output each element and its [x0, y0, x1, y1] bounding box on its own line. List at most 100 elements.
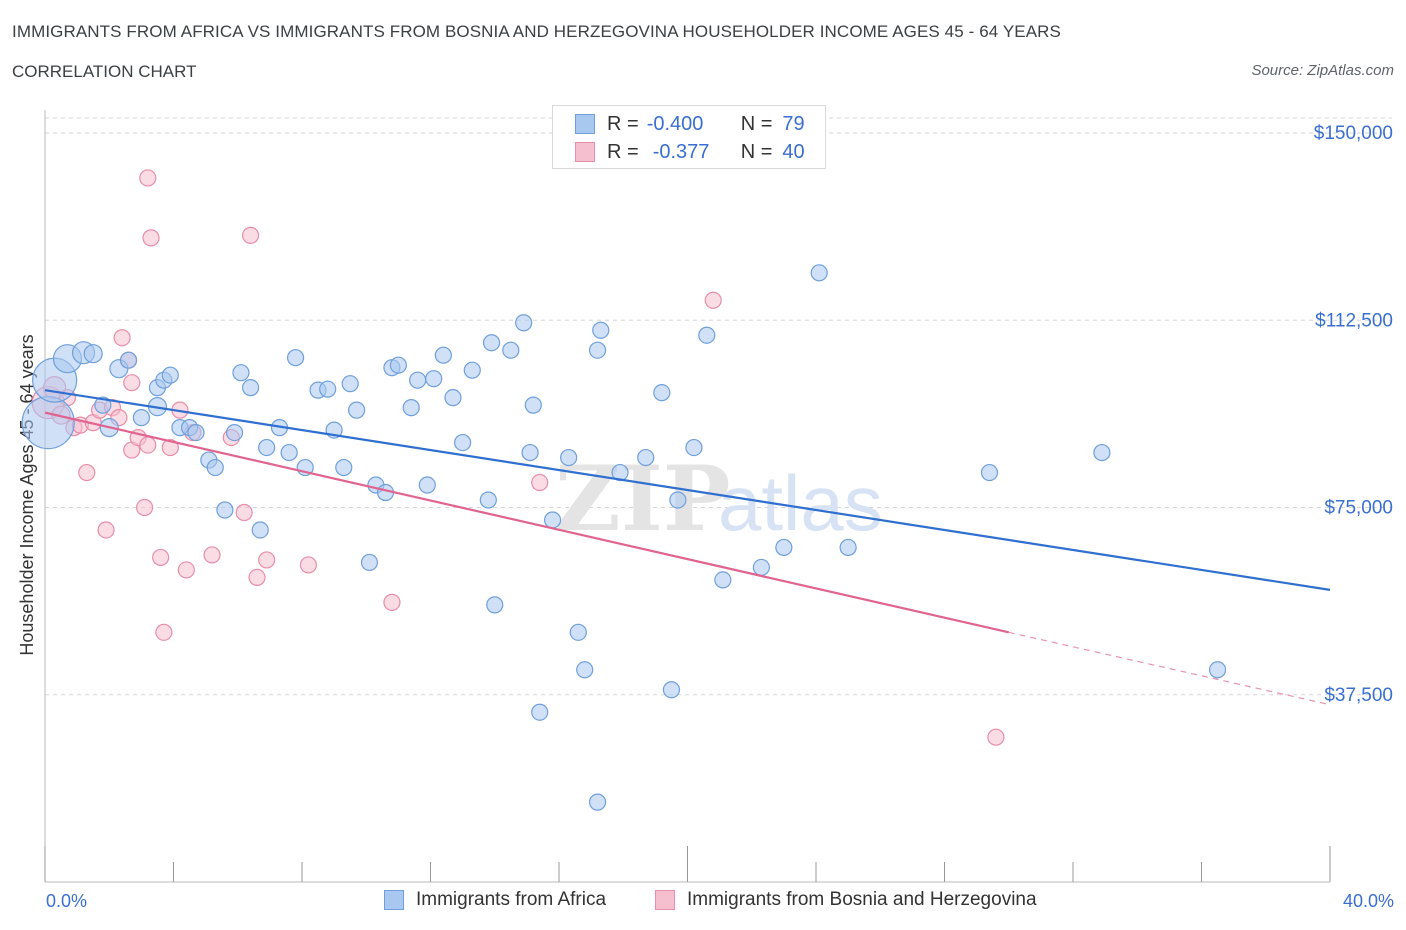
chart-title: IMMIGRANTS FROM AFRICA VS IMMIGRANTS FRO… — [12, 22, 1061, 41]
point-bosnia — [177, 561, 195, 579]
point-africa — [775, 538, 793, 557]
series-legend-bosnia: Immigrants from Bosnia and Herzegovina — [655, 889, 1037, 911]
series-swatch-africa — [384, 890, 404, 910]
series-bosnia-points — [31, 169, 1005, 746]
series-label-africa: Immigrants from Africa — [416, 889, 607, 910]
legend-r-label: R = — [607, 112, 639, 135]
point-africa — [418, 476, 436, 494]
point-africa — [425, 370, 443, 388]
point-bosnia — [113, 329, 131, 347]
point-africa — [980, 463, 999, 482]
point-africa — [21, 396, 75, 450]
point-bosnia — [299, 556, 318, 574]
point-bosnia — [203, 546, 221, 564]
point-africa — [486, 596, 504, 614]
point-africa — [409, 371, 427, 389]
legend-n-label: N = — [740, 140, 773, 163]
trend-line-bosnia — [44, 411, 1009, 634]
point-africa — [161, 366, 179, 384]
series-label-bosnia: Immigrants from Bosnia and Herzegovina — [687, 889, 1037, 910]
legend-swatch-africa — [575, 114, 595, 134]
point-africa — [335, 458, 353, 477]
series-legend: Immigrants from Africa Immigrants from B… — [0, 889, 1406, 915]
correlation-legend: R = -0.400 N = 79 R = -0.377 N = 40 — [552, 105, 826, 169]
point-africa — [698, 326, 716, 344]
point-africa — [1093, 443, 1111, 462]
y-tick-label: $150,000 — [1314, 123, 1393, 144]
point-africa — [463, 361, 481, 379]
point-africa — [521, 443, 539, 462]
legend-n-value-africa: 79 — [782, 112, 805, 135]
point-bosnia — [78, 463, 96, 482]
point-africa — [206, 458, 224, 477]
point-africa — [531, 703, 549, 721]
point-africa — [232, 364, 250, 382]
legend-n-label: N = — [740, 112, 773, 135]
watermark-atlas: atlas — [718, 459, 883, 547]
point-africa — [839, 538, 857, 557]
point-africa — [515, 314, 533, 332]
legend-r-label: R = — [607, 140, 639, 163]
point-bosnia — [531, 473, 549, 492]
y-tick-label: $37,500 — [1324, 685, 1393, 706]
chart-subtitle: CORRELATION CHART — [12, 62, 197, 81]
point-africa — [286, 349, 305, 367]
point-africa — [187, 424, 205, 442]
point-bosnia — [242, 226, 260, 244]
point-bosnia — [248, 568, 266, 587]
y-tick-label: $112,500 — [1315, 310, 1393, 331]
y-tick-labels: $37,500 $75,000 $112,500 $150,000 — [1314, 123, 1393, 706]
point-bosnia — [152, 548, 170, 567]
point-africa — [714, 571, 732, 589]
legend-r-value-africa: -0.400 — [646, 112, 704, 135]
point-africa — [588, 793, 607, 811]
point-africa — [389, 356, 407, 374]
point-bosnia — [235, 503, 253, 522]
point-bosnia — [97, 521, 115, 539]
point-africa — [653, 384, 671, 402]
legend-row-africa: R = -0.400 N = 79 — [575, 112, 805, 136]
trend-line-africa — [44, 389, 1331, 591]
trend-line-bosnia-extrapolated — [1008, 631, 1331, 706]
point-africa — [360, 553, 379, 572]
series-africa-points — [21, 264, 1227, 811]
point-africa — [94, 396, 112, 414]
point-africa — [576, 661, 594, 679]
point-africa — [810, 264, 828, 282]
point-africa — [502, 341, 520, 359]
point-bosnia — [142, 229, 160, 247]
point-africa — [83, 344, 103, 364]
point-africa — [569, 623, 587, 641]
point-africa — [454, 433, 472, 452]
point-bosnia — [987, 728, 1005, 746]
point-bosnia — [139, 169, 157, 187]
point-africa — [543, 511, 562, 529]
point-bosnia — [161, 438, 179, 457]
y-tick-label: $75,000 — [1324, 498, 1393, 519]
point-africa — [479, 491, 497, 509]
point-africa — [524, 396, 542, 414]
point-bosnia — [139, 436, 157, 454]
point-africa — [225, 424, 244, 442]
point-africa — [242, 379, 260, 397]
grid — [45, 117, 1392, 696]
legend-row-bosnia: R = -0.377 N = 40 — [575, 140, 805, 164]
point-africa — [752, 558, 770, 577]
point-africa — [662, 681, 681, 699]
point-africa — [444, 389, 462, 407]
point-africa — [669, 491, 687, 509]
point-africa — [637, 448, 655, 467]
point-bosnia — [135, 498, 154, 517]
series-legend-africa: Immigrants from Africa — [384, 889, 606, 911]
source-label: Source: ZipAtlas.com — [1251, 62, 1394, 79]
point-africa — [1208, 661, 1227, 679]
legend-r-value-bosnia: -0.377 — [652, 140, 710, 163]
x-tick-label-max: 40.0% — [1342, 891, 1394, 911]
legend-swatch-bosnia — [575, 142, 595, 162]
point-africa — [132, 409, 150, 427]
point-bosnia — [704, 291, 722, 309]
point-africa — [402, 399, 420, 417]
point-bosnia — [258, 551, 276, 569]
point-africa — [119, 351, 138, 369]
